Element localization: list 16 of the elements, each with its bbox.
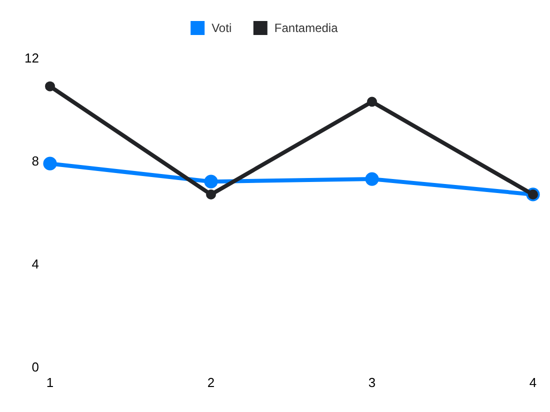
y-tick-label: 12 xyxy=(24,50,39,66)
point xyxy=(45,81,55,92)
x-tick-label: 1 xyxy=(46,375,54,390)
legend-label: Fantamedia xyxy=(274,21,338,35)
x-tick-label: 3 xyxy=(368,375,376,390)
legend-label: Voti xyxy=(212,21,232,35)
x-tick-label: 2 xyxy=(207,375,215,390)
point xyxy=(367,96,377,107)
y-tick-label: 4 xyxy=(32,256,39,272)
point xyxy=(204,174,218,188)
point xyxy=(365,172,379,186)
point xyxy=(206,189,216,200)
y-tick-label: 8 xyxy=(32,154,39,168)
x-tick-label: 4 xyxy=(529,375,537,390)
y-tick-label: 0 xyxy=(32,360,39,374)
point xyxy=(43,156,57,170)
